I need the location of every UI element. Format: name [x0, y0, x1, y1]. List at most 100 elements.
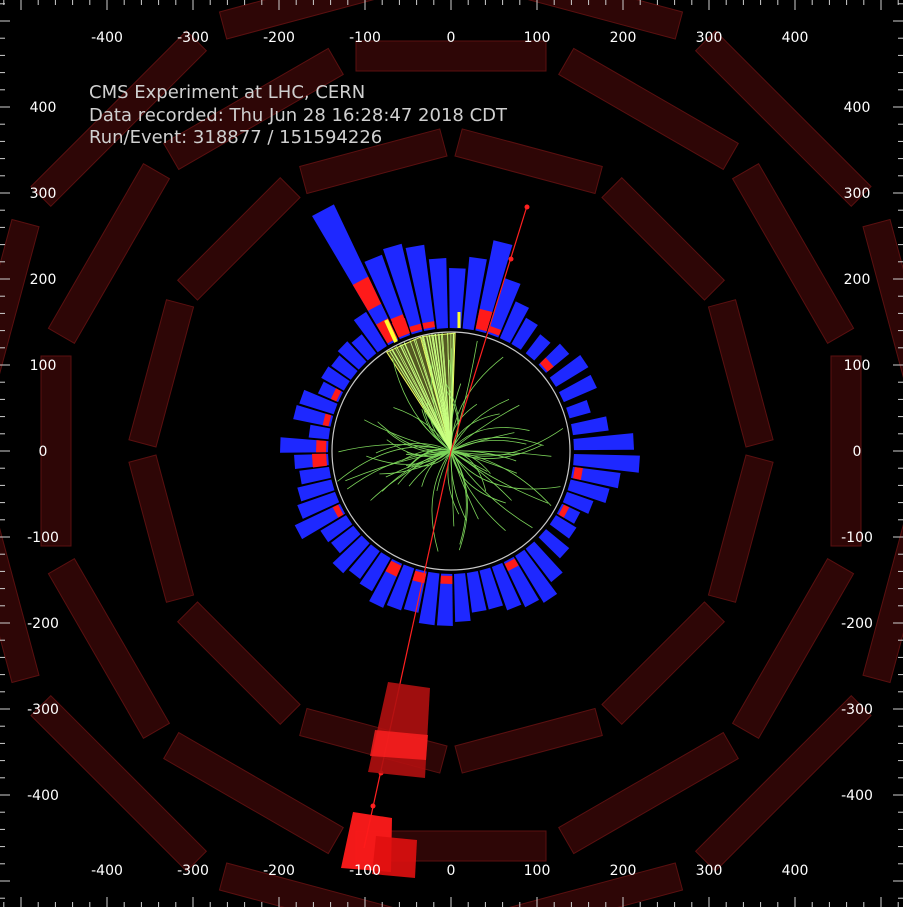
top-tick-label: -400 [91, 30, 123, 46]
hcal-tower [549, 515, 577, 539]
track [450, 440, 527, 452]
muon-chamber [163, 731, 344, 855]
hcal-tower [525, 541, 563, 583]
right-tick-label: 100 [844, 358, 871, 374]
top-tick-label: 0 [447, 30, 456, 46]
hcal-tower [418, 571, 440, 626]
hcal-tower [566, 399, 591, 419]
bottom-tick-label: 400 [782, 863, 809, 879]
muon-chamber [694, 30, 872, 208]
top-tick-label: -100 [349, 30, 381, 46]
muon-chamber [163, 47, 344, 171]
track [450, 444, 542, 459]
muon-chamber [731, 558, 855, 739]
muon-chamber [299, 128, 448, 195]
right-axis-labels: 400 300 200 100 0 -100 -200 -300 -400 [841, 100, 873, 804]
left-tick-label: -100 [27, 530, 59, 546]
bottom-tick-label: 200 [610, 863, 637, 879]
muon-chamber [47, 163, 171, 344]
hcal-tower [479, 567, 503, 610]
bottom-tick-label: 300 [696, 863, 723, 879]
top-tick-label: -200 [263, 30, 295, 46]
calorimeter-towers [280, 204, 640, 626]
ecal-tower [475, 308, 493, 332]
right-tick-label: -400 [841, 788, 873, 804]
ecal-tower [312, 453, 327, 468]
track [425, 335, 452, 452]
track [364, 419, 452, 452]
ecal-tower [385, 560, 402, 577]
ecal-tower [322, 413, 332, 427]
muon-chamber [862, 218, 903, 440]
muon-chamber [176, 176, 301, 301]
muon-hit-dot [508, 256, 514, 262]
ecal-tower [422, 321, 435, 330]
hcal-tower [428, 258, 448, 329]
ecal-tower [352, 276, 382, 311]
hcal-tower [383, 243, 423, 335]
hcal-tower [331, 525, 361, 554]
hcal-tower [487, 278, 521, 338]
track [450, 428, 564, 457]
hcal-tower [558, 374, 597, 403]
track [422, 336, 452, 452]
left-tick-label: 400 [30, 100, 57, 116]
top-tick-label: 200 [610, 30, 637, 46]
left-tick-label: 200 [30, 272, 57, 288]
track [450, 437, 544, 452]
ecal-tower [488, 325, 502, 336]
track [450, 432, 515, 452]
ecal-tower [332, 504, 344, 518]
bottom-tick-label: 0 [447, 863, 456, 879]
hcal-tower [503, 556, 540, 608]
muon-chamber [0, 462, 40, 684]
track [447, 333, 452, 452]
ecal-tower [391, 317, 410, 338]
hcal-tower [538, 529, 570, 559]
hcal-tower [571, 466, 621, 489]
hcal-tower [511, 317, 538, 350]
right-tick-label: 400 [844, 100, 871, 116]
track [432, 334, 452, 452]
hcal-tower [332, 535, 370, 574]
track [386, 439, 452, 458]
track [450, 450, 506, 504]
muon-chamber [128, 299, 195, 448]
muon-chamber [462, 0, 684, 40]
ecal-tower [330, 388, 342, 402]
track [429, 334, 452, 452]
hcal-tower [297, 491, 340, 519]
muon-track [363, 204, 530, 849]
muon-chamber [355, 40, 547, 72]
bottom-tick-label: 100 [524, 863, 551, 879]
hcal-tower [297, 479, 335, 502]
muon-hit-dot [370, 803, 376, 809]
top-axis-labels: -400 -300 -200 -100 0 100 200 300 400 [91, 30, 808, 46]
ecal-tower [572, 467, 583, 481]
top-tick-label: -300 [177, 30, 209, 46]
top-tick-label: 100 [524, 30, 551, 46]
muon-chamber [30, 30, 208, 208]
muon-chamber [454, 128, 603, 195]
hcal-tower [299, 389, 338, 415]
muon-chamber [176, 601, 301, 726]
track [409, 340, 452, 452]
hcal-tower [515, 549, 558, 603]
right-tick-label: -300 [841, 702, 873, 718]
hcal-tower [573, 454, 640, 473]
left-axis-labels: 400 300 200 100 0 -100 -200 -300 -400 [27, 100, 59, 804]
tracker-boundary [331, 331, 571, 571]
hcal-tower [308, 424, 331, 440]
bottom-tick-label: -300 [177, 863, 209, 879]
track [450, 450, 533, 529]
right-tick-label: 300 [844, 186, 871, 202]
hcal-tower [353, 311, 387, 353]
hcal-tower [337, 341, 367, 370]
track [413, 338, 452, 452]
bottom-tick-label: -100 [349, 863, 381, 879]
hcal-tower [405, 244, 436, 331]
bottom-tick-label: -400 [91, 863, 123, 879]
hcal-tower [299, 466, 331, 485]
